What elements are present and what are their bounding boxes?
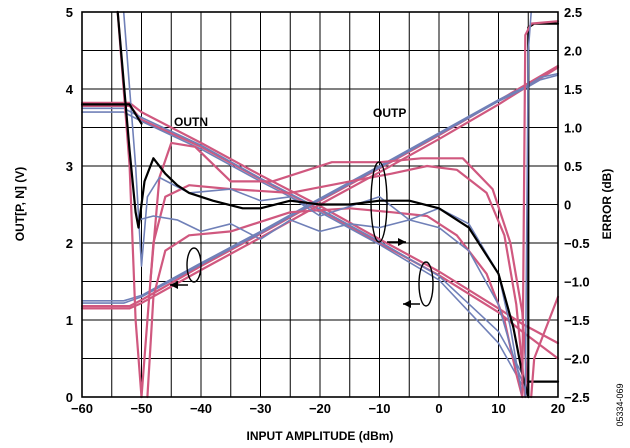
x-tick-label: 20 <box>551 401 565 416</box>
x-tick-label: −20 <box>309 401 331 416</box>
tick-labels: −60 −50 −40 −30 −20 −10 0 10 20 0 1 2 3 4 5 −2.5 −2.0 −1.… <box>66 5 590 416</box>
x-tick-label: 10 <box>491 401 505 416</box>
series-line-15 <box>116 10 530 399</box>
y-right-tick-label: 0 <box>564 198 571 213</box>
y-right-tick-label: −2.0 <box>564 352 590 367</box>
series-layer <box>80 10 560 399</box>
y-right-tick-label: 1.5 <box>564 82 582 97</box>
y-left-axis-title: OUT[P, N] (V) <box>13 167 27 241</box>
y-left-tick-label: 2 <box>66 236 73 251</box>
y-left-tick-label: 3 <box>66 159 73 174</box>
y-left-tick-label: 0 <box>66 390 73 405</box>
y-right-tick-label: −2.5 <box>564 390 590 405</box>
series-line-8 <box>81 74 559 304</box>
annotation-markers <box>170 161 434 308</box>
y-right-axis-title: ERROR (dB) <box>600 169 614 240</box>
figure-id: 05334-069 <box>615 383 625 426</box>
annotation-outp: OUTP <box>373 106 406 120</box>
x-tick-label: −50 <box>130 401 152 416</box>
outn-axis-marker <box>186 247 202 283</box>
outp-axis-arrowhead <box>398 238 406 246</box>
error-axis-arrowhead <box>403 300 411 308</box>
y-right-tick-label: −0.5 <box>564 236 590 251</box>
y-right-tick-label: −1.5 <box>564 313 590 328</box>
x-tick-label: −10 <box>368 401 390 416</box>
y-left-tick-label: 5 <box>66 5 73 20</box>
series-line-1 <box>80 101 560 345</box>
x-tick-label: −30 <box>249 401 271 416</box>
outn-axis-arrowhead <box>170 281 178 289</box>
series-line-10 <box>140 164 527 399</box>
x-tick-label: −60 <box>71 401 93 416</box>
series-line-12 <box>149 141 530 399</box>
x-axis-title: INPUT AMPLITUDE (dBm) <box>247 429 394 443</box>
series-line-19 <box>521 20 560 399</box>
series-line-14 <box>137 215 530 398</box>
y-left-tick-label: 4 <box>66 82 74 97</box>
x-tick-label: −40 <box>190 401 212 416</box>
series-line-16 <box>80 103 143 125</box>
x-tick-label: 0 <box>435 401 442 416</box>
y-right-tick-label: 2.5 <box>564 5 582 20</box>
y-right-tick-label: 2.0 <box>564 44 582 59</box>
y-right-tick-label: 1.0 <box>564 121 582 136</box>
series-line-4 <box>81 107 530 394</box>
y-left-tick-label: 1 <box>66 313 73 328</box>
series-line-3 <box>81 111 530 398</box>
plot-frame <box>81 11 559 398</box>
series-line-20 <box>530 295 560 399</box>
outp-axis-marker <box>370 161 388 243</box>
y-right-tick-label: 0.5 <box>564 159 582 174</box>
series-line-11 <box>146 207 524 399</box>
annotation-outn: OUTN <box>174 115 208 129</box>
error-axis-marker <box>418 261 434 307</box>
series-line-13 <box>122 11 524 398</box>
y-right-tick-label: −1.0 <box>564 275 590 290</box>
series-line-21 <box>524 11 532 398</box>
